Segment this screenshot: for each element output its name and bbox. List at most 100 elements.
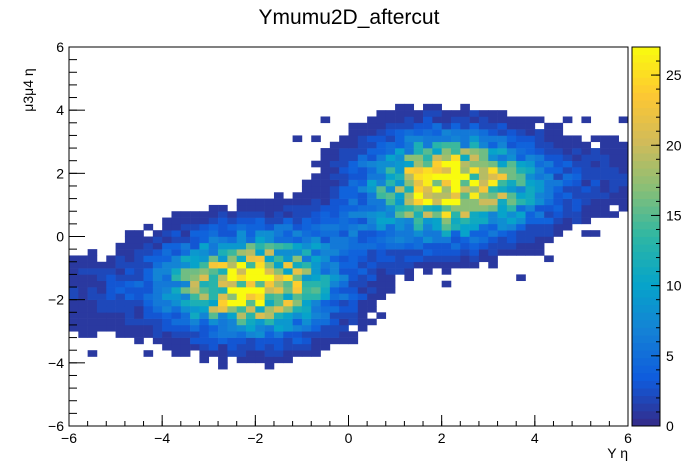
heat-cell <box>367 230 377 237</box>
heat-cell <box>320 198 331 206</box>
heat-cell <box>469 261 480 269</box>
heat-cell <box>497 129 508 136</box>
heat-cell <box>143 274 154 282</box>
heat-cell <box>385 249 396 256</box>
heat-cell <box>292 198 303 206</box>
heat-cell <box>218 204 228 212</box>
heat-cell <box>450 211 461 218</box>
heat-cell <box>357 299 368 307</box>
y-tick-label: −6 <box>48 418 64 434</box>
heat-cell <box>311 274 321 282</box>
heat-cell <box>367 274 377 282</box>
heat-cell <box>497 217 508 225</box>
heat-cell <box>348 249 359 256</box>
heat-cell <box>292 261 303 269</box>
heat-cell <box>357 324 368 332</box>
heat-cell <box>590 179 601 187</box>
heat-cell <box>69 312 79 319</box>
heat-cell <box>96 268 107 275</box>
heat-cell <box>478 116 489 124</box>
heat-cell <box>301 223 312 231</box>
heat-cell <box>367 293 377 300</box>
heat-cell <box>506 198 517 206</box>
heat-cell <box>376 110 387 117</box>
heat-cell <box>460 135 470 143</box>
heat-cell <box>106 293 116 300</box>
heat-cell <box>506 141 517 149</box>
heat-cell <box>218 261 228 269</box>
heat-cell <box>385 110 396 117</box>
heat-cell <box>413 148 424 155</box>
heat-cell <box>143 299 154 307</box>
heat-cell <box>385 192 396 199</box>
heat-cell <box>255 337 265 345</box>
heat-cell <box>572 154 582 161</box>
heat-cell <box>208 293 219 300</box>
heat-cell <box>190 274 200 282</box>
heat-cell <box>376 129 387 136</box>
heat-cell <box>432 204 442 212</box>
heat-cell <box>246 280 256 288</box>
heat-cell <box>525 230 536 237</box>
heat-cell <box>208 274 219 282</box>
heat-cell <box>180 343 191 351</box>
heat-cell <box>441 236 452 244</box>
heat-cell <box>460 211 470 218</box>
heat-cell <box>572 185 582 193</box>
heat-cell <box>320 255 331 263</box>
colorbar-band <box>632 259 660 268</box>
heat-cell <box>348 318 359 326</box>
heat-cell <box>478 122 489 130</box>
heat-cell <box>581 211 592 218</box>
heat-cell <box>227 343 237 351</box>
heat-cell <box>497 122 508 130</box>
heat-cell <box>190 293 200 300</box>
heat-cell <box>171 343 182 351</box>
heat-cell <box>376 179 387 187</box>
y-tick-label: 0 <box>56 229 64 245</box>
heat-cell <box>618 198 629 206</box>
heat-cell <box>218 268 228 275</box>
heat-cell <box>208 268 219 275</box>
heat-cell <box>460 198 470 206</box>
heat-cell <box>190 312 200 319</box>
heat-cell <box>320 192 331 199</box>
heat-cell <box>301 331 312 338</box>
colorbar-band <box>632 62 660 71</box>
heat-cell <box>264 362 275 370</box>
heat-cell <box>376 135 387 143</box>
heat-cell <box>292 242 303 250</box>
heat-cell <box>106 318 116 326</box>
heat-cell <box>264 223 275 231</box>
x-tick-label: 2 <box>438 430 446 446</box>
heat-cell <box>227 305 237 313</box>
heat-cell <box>497 211 508 218</box>
heat-cell <box>283 337 293 345</box>
heat-cell <box>450 154 461 161</box>
heat-cell <box>395 167 405 174</box>
heat-cell <box>553 217 564 225</box>
heat-cell <box>143 242 154 250</box>
heat-cell <box>339 280 349 288</box>
heat-cell <box>152 261 163 269</box>
heat-cell <box>516 185 526 193</box>
heat-cell <box>367 173 377 180</box>
heat-cell <box>376 261 387 269</box>
heat-cell <box>516 249 526 256</box>
heat-cell <box>273 280 284 288</box>
heat-cell <box>143 350 154 357</box>
heat-cell <box>246 230 256 237</box>
heat-cell <box>348 122 359 130</box>
heat-cell <box>171 287 182 294</box>
heat-cell <box>292 337 303 345</box>
heat-cell <box>106 287 116 294</box>
heat-cell <box>534 217 545 225</box>
heat-cell <box>246 293 256 300</box>
heat-cell <box>395 103 405 111</box>
heat-cell <box>441 160 452 168</box>
colorbar-band <box>632 380 660 389</box>
heat-cell <box>320 343 331 351</box>
heat-cell <box>497 110 508 117</box>
heat-cell <box>469 179 480 187</box>
heat-cell <box>488 167 498 174</box>
